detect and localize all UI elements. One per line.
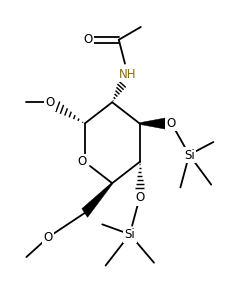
Text: Si: Si <box>184 149 195 162</box>
Text: O: O <box>45 96 55 109</box>
Polygon shape <box>140 118 166 129</box>
Text: O: O <box>43 231 53 244</box>
Text: NH: NH <box>119 68 137 81</box>
Text: O: O <box>135 191 144 204</box>
Text: O: O <box>166 117 176 130</box>
Text: O: O <box>78 155 87 168</box>
Text: Si: Si <box>124 228 135 241</box>
Text: O: O <box>83 33 93 46</box>
Polygon shape <box>82 183 113 217</box>
